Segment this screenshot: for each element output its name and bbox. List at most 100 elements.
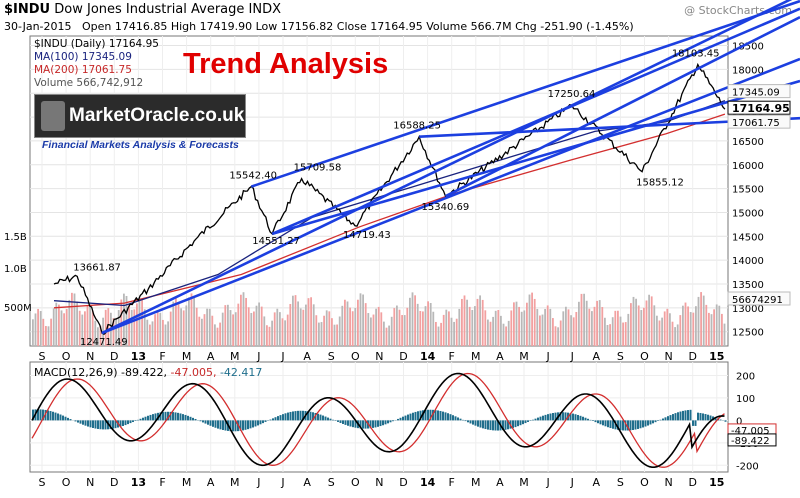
trend-line [444, 15, 800, 198]
histogram-bar [179, 413, 182, 421]
volume-bar [710, 314, 713, 346]
histogram-bar [232, 420, 234, 432]
histogram-bar [547, 414, 549, 421]
volume-bar [596, 300, 598, 346]
volume-bar [549, 308, 552, 346]
volume-bar [723, 323, 726, 346]
macd-x-tick-label: N [86, 476, 94, 489]
volume-bar [390, 316, 393, 346]
volume-bar [297, 301, 299, 346]
logo-tagline: Financial Markets Analysis & Forecasts [42, 139, 239, 151]
volume-bar [232, 314, 234, 346]
volume-bar [476, 298, 479, 346]
volume-bar [442, 314, 445, 346]
volume-bar [341, 305, 344, 346]
histogram-bar [324, 416, 327, 421]
volume-bar [588, 308, 591, 346]
histogram-bar [257, 420, 259, 426]
histogram-bar [359, 420, 362, 429]
volume-bar [604, 317, 606, 346]
volume-bar [375, 308, 377, 346]
volume-bar [159, 312, 162, 346]
histogram-bar [387, 420, 389, 424]
histogram-bar [362, 420, 364, 429]
ticker-title: $INDU Dow Jones Industrial Average INDX [4, 2, 281, 17]
x-tick-label: S [39, 350, 46, 363]
volume-bar [263, 316, 266, 346]
volume-bar [47, 326, 50, 346]
histogram-bar [127, 420, 129, 425]
volume-bar [497, 309, 500, 346]
macd-x-tick-label: 15 [709, 476, 724, 489]
marketoracle-logo: MarketOracle.co.uk [34, 94, 246, 138]
histogram-bar [222, 420, 224, 431]
histogram-bar [214, 420, 217, 428]
volume-bar [331, 318, 333, 346]
histogram-bar [517, 420, 519, 427]
peak-trough-label: 17250.64 [548, 89, 596, 100]
volume-bar [237, 303, 240, 346]
histogram-bar [54, 412, 57, 421]
x-tick-label: O [62, 350, 71, 363]
histogram-bar [407, 414, 409, 421]
y-tick-label: 12500 [732, 328, 764, 339]
volume-bar [513, 302, 515, 346]
volume-bar [221, 312, 224, 346]
histogram-bar [57, 413, 59, 421]
volume-bar [224, 305, 227, 346]
histogram-bar [679, 411, 682, 421]
histogram-bar [549, 413, 552, 421]
macd-x-tick-label: O [351, 476, 360, 489]
histogram-bar [687, 410, 689, 421]
x-tick-label: D [688, 350, 696, 363]
volume-bar [609, 324, 611, 346]
volume-bar [37, 308, 39, 346]
histogram-bar [272, 418, 274, 421]
histogram-bar [302, 410, 304, 421]
histogram-bar [184, 414, 187, 421]
macd-x-tick-label: A [496, 476, 504, 489]
volume-bar [63, 313, 65, 346]
y-tick-label: 18500 [732, 42, 764, 53]
histogram-bar [39, 409, 42, 421]
histogram-bar [619, 420, 622, 431]
x-tick-label: M [471, 350, 481, 363]
histogram-bar [662, 418, 664, 421]
macd-x-tick-label: F [449, 476, 455, 489]
histogram-bar [534, 418, 537, 421]
macd-y-tick-label: -200 [736, 461, 759, 472]
histogram-bar [292, 411, 294, 421]
volume-bar [180, 308, 182, 346]
volume-bar [544, 308, 546, 346]
histogram-bar [349, 420, 352, 427]
value-tag-box [727, 84, 791, 99]
volume-bar [518, 306, 520, 346]
histogram-bar [469, 420, 472, 424]
y-tick-label: 15500 [732, 185, 764, 196]
histogram-bar [189, 416, 192, 421]
histogram-bar [87, 420, 89, 427]
volume-bar [708, 312, 710, 346]
volume-bar [435, 321, 437, 346]
histogram-bar [539, 416, 542, 421]
peak-trough-label: 15340.69 [422, 202, 470, 213]
volume-bar [372, 314, 375, 346]
histogram-bar [152, 414, 154, 421]
histogram-bar [694, 420, 697, 426]
volume-bar [284, 320, 286, 346]
x-tick-label: A [496, 350, 504, 363]
volume-bar [419, 310, 422, 346]
histogram-bar [389, 420, 392, 423]
histogram-bar [554, 412, 557, 421]
volume-bar [637, 305, 640, 346]
histogram-bar [69, 419, 72, 421]
histogram-bar [659, 419, 662, 421]
histogram-bar [162, 412, 164, 421]
legend-ma200: MA(200) 17061.75 [34, 64, 132, 76]
histogram-bar [482, 420, 484, 429]
histogram-bar [234, 420, 237, 432]
volume-bar [440, 322, 442, 346]
histogram-bar [207, 420, 209, 425]
volume-bar [479, 295, 481, 346]
histogram-bar [702, 413, 704, 421]
